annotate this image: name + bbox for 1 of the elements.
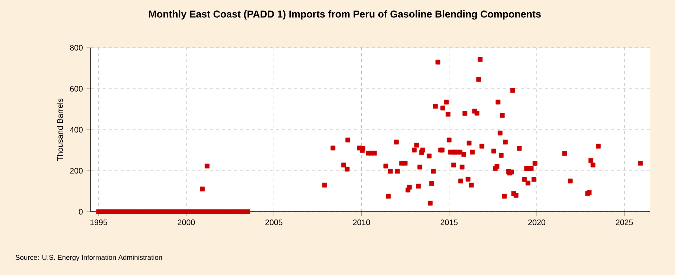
chart-title: Monthly East Coast (PADD 1) Imports from Peru of Gasoline Blending Components (149, 10, 542, 20)
